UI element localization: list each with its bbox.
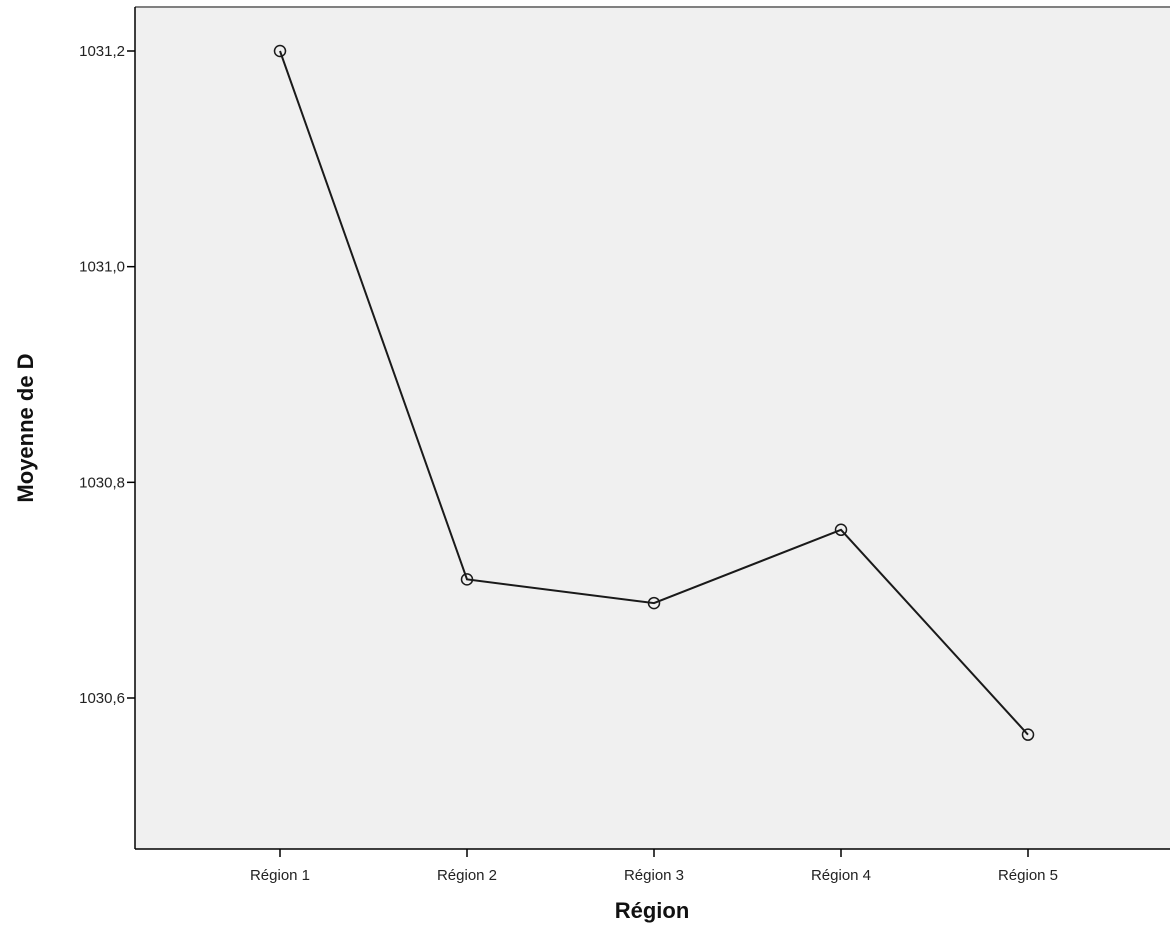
y-tick-label: 1031,2	[79, 43, 125, 60]
data-point-marker	[460, 573, 474, 586]
x-tick-label: Région 2	[437, 867, 497, 884]
y-axis-ticks: 1030,6 1030,8 1031,0 1031,2	[79, 43, 135, 707]
x-axis-title: Région	[615, 898, 690, 923]
y-tick-label: 1030,8	[79, 474, 125, 491]
data-point-marker	[1021, 728, 1035, 741]
x-axis-ticks: Région 1 Région 2 Région 3 Région 4 Région 5	[250, 849, 1058, 884]
y-tick-label: 1030,6	[79, 690, 125, 707]
x-tick-label: Région 5	[998, 867, 1058, 884]
plot-area	[135, 7, 1170, 849]
y-tick-label: 1031,0	[79, 259, 125, 276]
x-tick-label: Région 1	[250, 867, 310, 884]
data-point-marker	[834, 523, 848, 537]
data-point-marker	[647, 596, 661, 610]
series-points-group	[273, 44, 1035, 741]
series-line	[279, 50, 1029, 736]
data-point-marker	[273, 44, 287, 58]
x-tick-label: Région 4	[811, 867, 871, 884]
x-tick-label: Région 3	[624, 867, 684, 884]
y-axis-title: Moyenne de D	[13, 353, 38, 502]
series-line-group	[279, 50, 1029, 736]
